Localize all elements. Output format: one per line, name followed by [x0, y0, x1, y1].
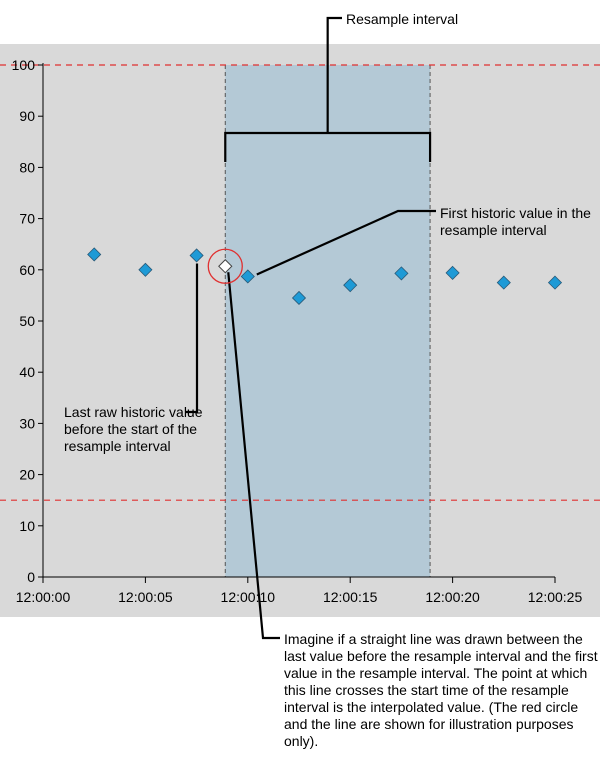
x-tick-label: 12:00:05	[118, 589, 173, 605]
interpolation-note-leader	[227, 272, 280, 640]
resample-interval-band	[225, 65, 431, 577]
x-tick-label: 12:00:15	[323, 589, 378, 605]
data-point	[445, 265, 460, 280]
y-tick-label: 80	[19, 159, 35, 175]
x-tick-label: 12:00:25	[528, 589, 583, 605]
data-point	[547, 275, 563, 290]
last-value-leader	[186, 263, 199, 414]
data-point	[291, 290, 307, 306]
y-tick-label: 40	[19, 364, 35, 380]
y-tick-label: 30	[19, 415, 35, 431]
interpolation-note: Imagine if a straight line was drawn bet…	[284, 631, 598, 749]
data-point	[496, 275, 511, 290]
first-value-label: First historic value in the resample int…	[440, 205, 591, 238]
y-tick-label: 50	[19, 313, 35, 329]
data-point	[240, 269, 255, 284]
x-tick-label: 12:00:00	[16, 589, 71, 605]
x-tick-label: 12:00:10	[221, 589, 276, 605]
interpolation-highlight-circle	[207, 248, 243, 284]
last-value-label: Last raw historic value before the start…	[64, 404, 203, 454]
data-point	[87, 247, 102, 262]
resample-interval-leader	[326, 16, 342, 133]
x-tick-label: 12:00:20	[425, 589, 480, 605]
data-point	[394, 266, 409, 281]
y-tick-label: 90	[19, 108, 35, 124]
first-value-leader	[256, 209, 436, 276]
y-tick-label: 10	[19, 518, 35, 534]
y-tick-label: 100	[12, 57, 36, 73]
y-tick-label: 20	[19, 467, 35, 483]
y-tick-label: 70	[19, 211, 35, 227]
data-point	[343, 278, 358, 293]
interpolated-point	[218, 259, 233, 274]
y-tick-label: 60	[19, 262, 35, 278]
resample-interval-label: Resample interval	[346, 11, 459, 27]
y-tick-label: 0	[27, 569, 35, 585]
data-point	[138, 262, 153, 277]
data-point	[189, 248, 204, 263]
